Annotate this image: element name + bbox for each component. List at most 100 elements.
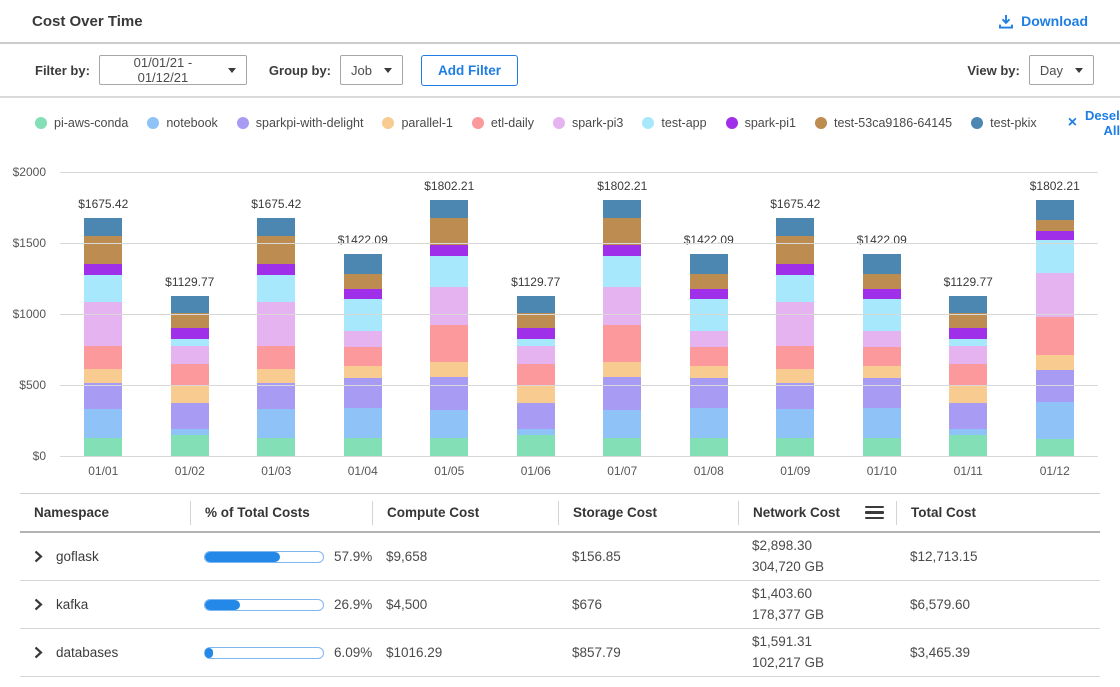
- view-by-select[interactable]: Day: [1028, 55, 1094, 85]
- stacked-bar-01/02[interactable]: [170, 295, 209, 456]
- deselect-all-button[interactable]: × Deselect All: [1062, 107, 1120, 139]
- bar-segment-test-53ca9186-64145[interactable]: [689, 273, 728, 289]
- bar-segment-test-app[interactable]: [776, 274, 815, 303]
- bar-segment-test-app[interactable]: [170, 339, 209, 346]
- bar-segment-test-53ca9186-64145[interactable]: [862, 273, 901, 289]
- bar-segment-sparkpi-with-delight[interactable]: [862, 377, 901, 409]
- bar-segment-etl-daily[interactable]: [84, 345, 123, 369]
- bar-segment-spark-pi3[interactable]: [862, 330, 901, 347]
- bar-segment-test-53ca9186-64145[interactable]: [1035, 219, 1074, 231]
- bar-segment-notebook[interactable]: [430, 409, 469, 438]
- bar-segment-parallel-1[interactable]: [430, 361, 469, 378]
- bar-segment-pi-aws-conda[interactable]: [776, 438, 815, 456]
- stacked-bar-01/03[interactable]: [257, 218, 296, 456]
- bar-segment-spark-pi3[interactable]: [603, 287, 642, 326]
- bar-segment-etl-daily[interactable]: [862, 346, 901, 367]
- stacked-bar-01/06[interactable]: [516, 295, 555, 456]
- bar-segment-notebook[interactable]: [257, 408, 296, 439]
- bar-segment-test-53ca9186-64145[interactable]: [257, 236, 296, 265]
- bar-segment-sparkpi-with-delight[interactable]: [1035, 370, 1074, 402]
- namespace-cell[interactable]: databases: [20, 645, 190, 660]
- legend-item-sparkpi-with-delight[interactable]: sparkpi-with-delight: [236, 116, 363, 130]
- bar-segment-parallel-1[interactable]: [257, 368, 296, 383]
- stacked-bar-01/05[interactable]: [430, 200, 469, 456]
- bar-segment-spark-pi1[interactable]: [862, 288, 901, 300]
- bar-segment-pi-aws-conda[interactable]: [84, 438, 123, 456]
- bar-segment-test-pkix[interactable]: [516, 295, 555, 314]
- hamburger-menu-icon[interactable]: [863, 504, 886, 522]
- bar-segment-etl-daily[interactable]: [430, 325, 469, 362]
- legend-item-test-app[interactable]: test-app: [642, 116, 707, 130]
- group-by-select[interactable]: Job: [340, 55, 403, 85]
- bar-segment-pi-aws-conda[interactable]: [1035, 438, 1074, 456]
- bar-segment-parallel-1[interactable]: [170, 386, 209, 404]
- bar-segment-test-app[interactable]: [430, 256, 469, 288]
- bar-segment-etl-daily[interactable]: [1035, 317, 1074, 355]
- bar-segment-notebook[interactable]: [949, 428, 988, 435]
- bar-segment-spark-pi1[interactable]: [516, 327, 555, 340]
- bar-segment-test-pkix[interactable]: [1035, 200, 1074, 220]
- bar-segment-sparkpi-with-delight[interactable]: [257, 382, 296, 409]
- bar-segment-spark-pi3[interactable]: [949, 345, 988, 365]
- bar-segment-test-app[interactable]: [84, 274, 123, 303]
- bar-segment-sparkpi-with-delight[interactable]: [430, 377, 469, 410]
- bar-segment-test-pkix[interactable]: [343, 254, 382, 274]
- bar-segment-test-pkix[interactable]: [862, 254, 901, 274]
- bar-segment-spark-pi1[interactable]: [170, 327, 209, 340]
- bar-segment-parallel-1[interactable]: [343, 366, 382, 378]
- namespace-cell[interactable]: goflask: [20, 549, 190, 564]
- bar-segment-spark-pi1[interactable]: [1035, 230, 1074, 241]
- date-range-select[interactable]: 01/01/21 - 01/12/21: [98, 55, 247, 85]
- bar-segment-etl-daily[interactable]: [603, 325, 642, 362]
- bar-segment-etl-daily[interactable]: [257, 345, 296, 369]
- bar-segment-notebook[interactable]: [689, 408, 728, 438]
- bar-segment-test-pkix[interactable]: [430, 200, 469, 219]
- bar-segment-spark-pi1[interactable]: [343, 288, 382, 300]
- bar-segment-pi-aws-conda[interactable]: [257, 438, 296, 456]
- bar-segment-sparkpi-with-delight[interactable]: [170, 403, 209, 429]
- bar-segment-test-app[interactable]: [257, 274, 296, 303]
- bar-segment-sparkpi-with-delight[interactable]: [776, 382, 815, 409]
- bar-segment-test-app[interactable]: [689, 299, 728, 331]
- bar-segment-pi-aws-conda[interactable]: [343, 437, 382, 456]
- bar-segment-test-app[interactable]: [1035, 240, 1074, 273]
- bar-segment-test-53ca9186-64145[interactable]: [170, 313, 209, 328]
- column-header-storage-cost[interactable]: Storage Cost: [558, 500, 738, 525]
- bar-segment-spark-pi1[interactable]: [949, 327, 988, 340]
- column-header-namespace[interactable]: Namespace: [34, 505, 110, 520]
- bar-segment-sparkpi-with-delight[interactable]: [603, 377, 642, 410]
- bar-segment-parallel-1[interactable]: [603, 361, 642, 378]
- bar-segment-pi-aws-conda[interactable]: [170, 434, 209, 456]
- bar-segment-etl-daily[interactable]: [949, 364, 988, 387]
- bar-segment-test-pkix[interactable]: [776, 218, 815, 237]
- bar-segment-test-app[interactable]: [603, 256, 642, 288]
- bar-segment-pi-aws-conda[interactable]: [949, 434, 988, 456]
- bar-segment-test-app[interactable]: [343, 299, 382, 331]
- bar-segment-etl-daily[interactable]: [689, 346, 728, 367]
- bar-segment-test-53ca9186-64145[interactable]: [343, 273, 382, 289]
- bar-segment-pi-aws-conda[interactable]: [862, 437, 901, 456]
- download-button[interactable]: Download: [992, 12, 1094, 30]
- bar-segment-sparkpi-with-delight[interactable]: [516, 403, 555, 429]
- stacked-bar-01/07[interactable]: [603, 200, 642, 456]
- bar-segment-sparkpi-with-delight[interactable]: [949, 403, 988, 429]
- bar-segment-test-app[interactable]: [516, 339, 555, 346]
- bar-segment-spark-pi1[interactable]: [84, 264, 123, 275]
- bar-segment-parallel-1[interactable]: [862, 366, 901, 378]
- bar-segment-notebook[interactable]: [343, 408, 382, 438]
- bar-segment-test-53ca9186-64145[interactable]: [516, 313, 555, 328]
- bar-segment-parallel-1[interactable]: [689, 366, 728, 378]
- bar-segment-spark-pi3[interactable]: [343, 330, 382, 347]
- bar-segment-spark-pi3[interactable]: [84, 302, 123, 346]
- bar-segment-test-pkix[interactable]: [603, 200, 642, 219]
- column-header-network-cost[interactable]: Network Cost: [738, 500, 896, 525]
- bar-segment-test-app[interactable]: [949, 339, 988, 346]
- bar-segment-pi-aws-conda[interactable]: [516, 434, 555, 456]
- bar-segment-spark-pi3[interactable]: [689, 330, 728, 347]
- bar-segment-pi-aws-conda[interactable]: [689, 437, 728, 456]
- legend-item-parallel-1[interactable]: parallel-1: [382, 116, 453, 130]
- bar-segment-test-pkix[interactable]: [689, 254, 728, 274]
- bar-segment-test-pkix[interactable]: [949, 295, 988, 314]
- bar-segment-test-pkix[interactable]: [170, 295, 209, 314]
- bar-segment-spark-pi3[interactable]: [257, 302, 296, 346]
